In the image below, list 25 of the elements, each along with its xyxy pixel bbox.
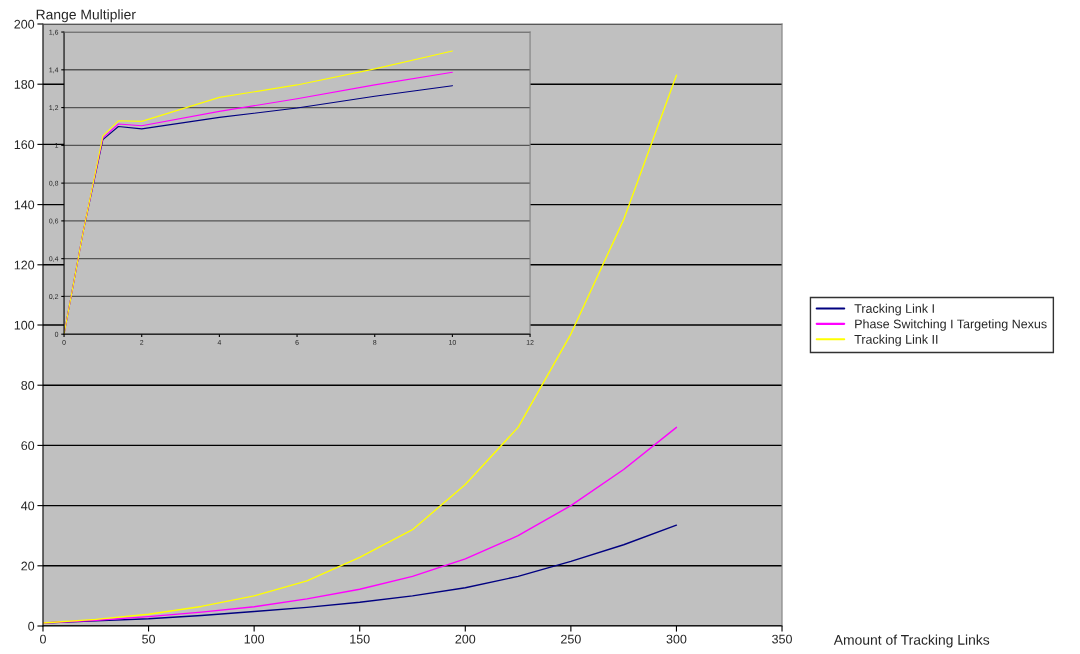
x-tick-label: 350 <box>772 634 792 644</box>
y-tick-label: 40 <box>21 501 35 511</box>
y-tick-label: 80 <box>21 381 35 390</box>
x-tick-label: 300 <box>666 634 687 644</box>
y-tick-label: 100 <box>14 320 35 330</box>
y-tick-label: 120 <box>14 260 35 270</box>
y-tick-label: 20 <box>21 561 35 571</box>
x-axis-title: Amount of Tracking Links <box>833 634 990 648</box>
x-tick-label: 100 <box>244 634 265 644</box>
y-tick-label: 140 <box>14 200 35 210</box>
y-tick-label: 160 <box>14 140 35 150</box>
x-tick-label: 250 <box>561 634 581 644</box>
legend-label: Phase Switching I Targeting Nexus <box>855 319 1047 331</box>
x-tick-label: 50 <box>142 634 156 644</box>
y-tick-label: 200 <box>14 19 35 29</box>
legend-label: Tracking Link II <box>854 334 938 347</box>
x-tick-label: 0 <box>40 634 46 644</box>
y-tick-label: 0 <box>28 621 35 631</box>
legend-label: Tracking Link I <box>854 303 934 316</box>
x-tick-label: 150 <box>350 634 370 644</box>
x-tick-label: 200 <box>455 634 476 644</box>
y-tick-label: 180 <box>14 80 35 89</box>
y-tick-label: 60 <box>21 441 35 451</box>
y-axis-title: Range Multiplier <box>36 9 136 23</box>
line-series <box>42 74 678 624</box>
